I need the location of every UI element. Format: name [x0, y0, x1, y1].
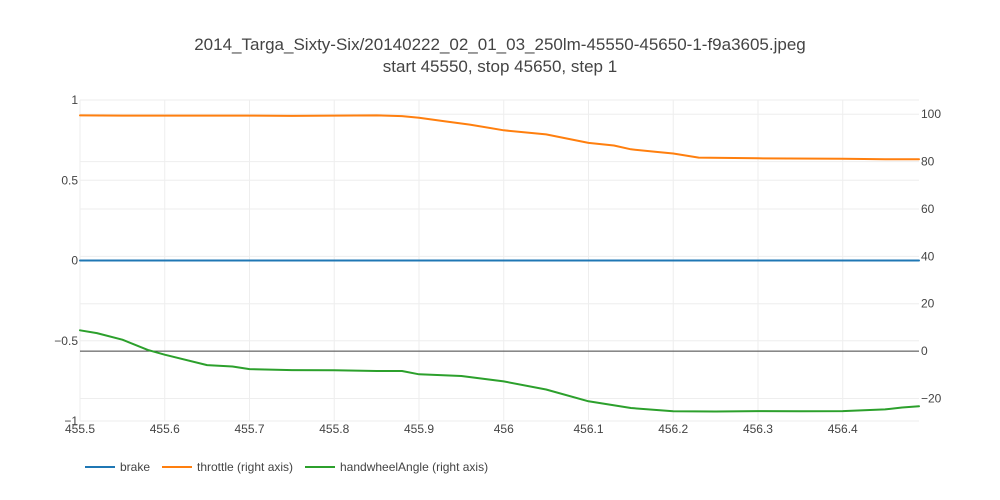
y-left-tick-label: 1 — [71, 93, 78, 107]
y-right-tick-label: 60 — [921, 202, 935, 216]
series-layer — [79, 114, 920, 413]
zero-lines — [80, 260, 919, 352]
legend-label-brake: brake — [120, 460, 150, 474]
chart-title-line1: 2014_Targa_Sixty-Six/20140222_02_01_03_2… — [194, 35, 806, 54]
y-left-tick-label: 0.5 — [61, 173, 78, 187]
y-right-tick-label: −20 — [921, 391, 942, 405]
y-right-tick-label: 100 — [921, 107, 941, 121]
x-tick-label: 456.1 — [573, 422, 603, 436]
y-right-tick-label: 80 — [921, 155, 935, 169]
x-tick-label: 456.4 — [828, 422, 858, 436]
legend-item-brake[interactable]: brake — [85, 460, 150, 474]
legend-item-throttle[interactable]: throttle (right axis) — [162, 460, 293, 474]
legend-label-handwheel-angle: handwheelAngle (right axis) — [340, 460, 488, 474]
handwheel-angle-line — [79, 329, 920, 413]
x-tick-label: 455.7 — [234, 422, 264, 436]
x-tick-label: 456.2 — [658, 422, 688, 436]
x-tick-label: 455.5 — [65, 422, 95, 436]
legend-label-throttle: throttle (right axis) — [197, 460, 293, 474]
throttle-line — [79, 114, 920, 161]
y-right-tick-label: 40 — [921, 249, 935, 263]
y-left-tick-label: 0 — [71, 254, 78, 268]
x-tick-label: 455.6 — [150, 422, 180, 436]
y-left-tick-label: −1 — [64, 414, 78, 428]
x-tick-label: 456.3 — [743, 422, 773, 436]
y-left-tick-label: −0.5 — [54, 334, 78, 348]
y-right-tick-label: 0 — [921, 344, 928, 358]
legend-item-handwheel-angle[interactable]: handwheelAngle (right axis) — [305, 460, 488, 474]
legend: brake throttle (right axis) handwheelAng… — [85, 460, 488, 474]
chart-title-line2: start 45550, stop 45650, step 1 — [383, 57, 617, 76]
y-right-tick-label: 20 — [921, 297, 935, 311]
x-tick-label: 455.8 — [319, 422, 349, 436]
x-tick-label: 455.9 — [404, 422, 434, 436]
x-tick-label: 456 — [494, 422, 514, 436]
tick-labels: 455.5 455.6 455.7 455.8 455.9 456 456.1 456.2 45… — [54, 93, 941, 436]
